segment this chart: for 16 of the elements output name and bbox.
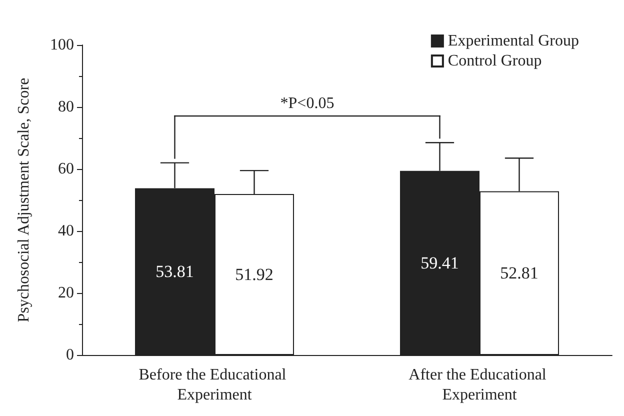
y-tick-label: 40	[58, 222, 74, 240]
y-axis-title: Psychosocial Adjustment Scale, Score	[16, 78, 32, 322]
x-tick-label: After the Educational Experiment	[408, 366, 550, 404]
data-label: 51.92	[235, 265, 274, 284]
y-tick-label: 100	[50, 36, 74, 54]
y-tick-label: 60	[58, 160, 74, 178]
x-tick-label: Before the Educational Experiment	[138, 366, 290, 404]
y-tick-label: 20	[58, 284, 74, 302]
annotation: *P<0.05	[280, 95, 334, 112]
legend-label: Control Group	[448, 52, 542, 70]
data-label: 53.81	[156, 262, 194, 282]
legend-label: Experimental Group	[448, 32, 580, 50]
y-tick-label: 0	[66, 346, 74, 364]
data-label: 52.81	[500, 264, 538, 283]
data-label: 59.41	[420, 253, 459, 272]
y-tick-label: 80	[58, 98, 74, 116]
